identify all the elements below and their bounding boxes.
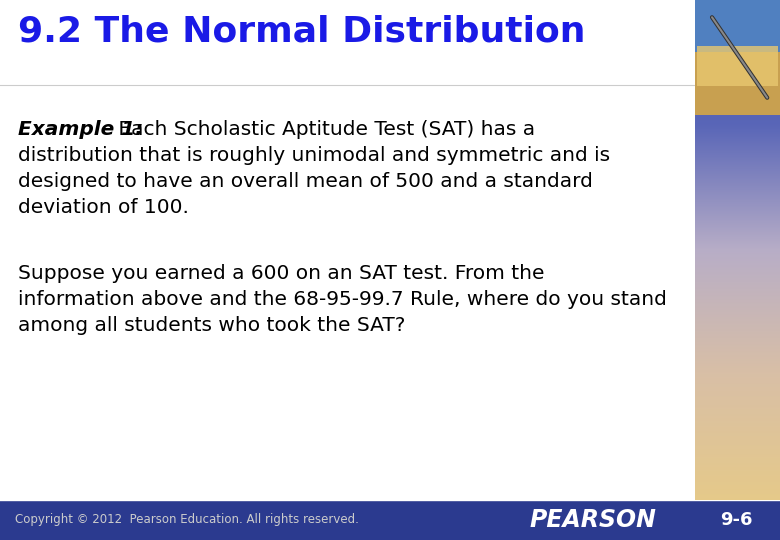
Text: Example 1:: Example 1: — [18, 120, 144, 139]
Text: deviation of 100.: deviation of 100. — [18, 198, 189, 217]
Text: 9.2 The Normal Distribution: 9.2 The Normal Distribution — [18, 15, 586, 49]
Text: PEARSON: PEARSON — [530, 508, 657, 532]
Bar — [697, 46, 778, 86]
Text: information above and the 68-95-99.7 Rule, where do you stand: information above and the 68-95-99.7 Rul… — [18, 290, 667, 309]
Text: distribution that is roughly unimodal and symmetric and is: distribution that is roughly unimodal an… — [18, 146, 610, 165]
Text: among all students who took the SAT?: among all students who took the SAT? — [18, 316, 406, 335]
Bar — [695, 52, 780, 115]
Text: Suppose you earned a 600 on an SAT test. From the: Suppose you earned a 600 on an SAT test.… — [18, 264, 544, 283]
Text: Copyright © 2012  Pearson Education. All rights reserved.: Copyright © 2012 Pearson Education. All … — [15, 514, 359, 526]
Text: designed to have an overall mean of 500 and a standard: designed to have an overall mean of 500 … — [18, 172, 593, 191]
Text: Each Scholastic Aptitude Test (SAT) has a: Each Scholastic Aptitude Test (SAT) has … — [112, 120, 535, 139]
Bar — [0, 0, 695, 500]
Bar — [695, 0, 780, 57]
Bar — [0, 500, 780, 540]
Text: 9-6: 9-6 — [720, 511, 753, 529]
